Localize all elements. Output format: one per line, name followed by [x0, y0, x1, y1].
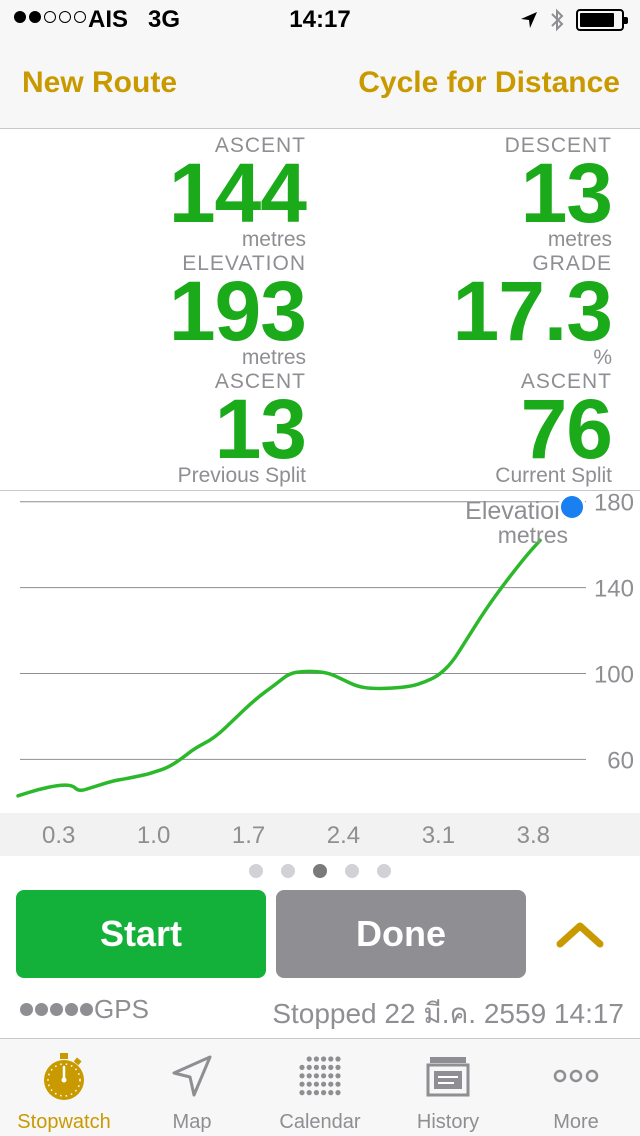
tab-label: More	[553, 1111, 599, 1133]
stat-label: GRADE	[532, 252, 612, 275]
current-split-ascent-stat[interactable]: ASCENT 76 Current Split	[312, 370, 613, 488]
stat-value: 144	[168, 146, 307, 240]
stat-label: ASCENT	[214, 370, 306, 393]
carrier-name: AIS	[88, 6, 129, 33]
stat-unit: Previous Split	[177, 464, 306, 487]
gps-status-row: GPS Stopped 22 มี.ค. 2559 14:17	[0, 990, 640, 1030]
start-button[interactable]: Start	[16, 890, 266, 978]
tab-label: Map	[172, 1111, 212, 1133]
stopwatch-icon	[44, 1053, 84, 1100]
x-tick-label: 3.8	[517, 822, 550, 849]
location-arrow-icon	[521, 12, 537, 28]
page-dot[interactable]	[377, 864, 391, 878]
new-route-button[interactable]: New Route	[22, 66, 178, 99]
calendar-grid-icon	[299, 1056, 341, 1096]
tab-more[interactable]: More	[512, 1039, 640, 1136]
stat-unit: Current Split	[495, 464, 612, 487]
legend-series-name: Elevation	[465, 497, 568, 525]
chevron-up-icon[interactable]	[556, 914, 604, 954]
stat-label: ASCENT	[214, 134, 306, 157]
tab-stopwatch[interactable]: Stopwatch	[0, 1039, 128, 1136]
stat-unit: metres	[547, 228, 612, 251]
session-status: Stopped 22 มี.ค. 2559 14:17	[272, 998, 624, 1029]
stat-label: ELEVATION	[182, 252, 306, 275]
elevation-chart-svg: 180 140 100 60 0.3 1.0 1.7 2.4 3.1 3.8 Elevationme…	[0, 491, 640, 856]
y-tick-label: 100	[594, 661, 634, 688]
x-axis-band	[0, 813, 640, 856]
stat-value: 193	[168, 264, 307, 358]
legend-unit: metres	[498, 522, 568, 548]
tab-label: Stopwatch	[17, 1111, 111, 1133]
x-tick-label: 3.1	[422, 822, 455, 849]
stat-value: 13	[214, 382, 307, 476]
x-tick-label: 0.3	[42, 822, 75, 849]
position-marker[interactable]	[561, 496, 583, 518]
elevation-chart[interactable]: 180 140 100 60 0.3 1.0 1.7 2.4 3.1 3.8 Elevation me…	[0, 490, 640, 856]
page-indicator[interactable]	[0, 864, 640, 880]
stat-value: 76	[520, 382, 613, 476]
y-tick-label: 60	[607, 747, 634, 774]
elevation-stat[interactable]: ELEVATION 193 metres	[6, 252, 307, 370]
status-bar: AIS 3G 14:17	[0, 0, 640, 40]
page-dot[interactable]	[313, 864, 327, 878]
descent-stat[interactable]: DESCENT 13 metres	[312, 134, 613, 252]
done-button[interactable]: Done	[276, 890, 526, 978]
tab-history[interactable]: History	[384, 1039, 512, 1136]
previous-split-ascent-stat[interactable]: ASCENT 13 Previous Split	[6, 370, 307, 488]
history-icon	[426, 1057, 470, 1097]
tab-label: Calendar	[279, 1111, 361, 1133]
ascent-stat[interactable]: ASCENT 144 metres	[6, 134, 307, 252]
status-time: 14:17	[289, 6, 351, 33]
stat-unit: metres	[241, 228, 306, 251]
stat-unit: %	[593, 346, 612, 369]
gps-label: GPS	[94, 994, 149, 1024]
stat-label: ASCENT	[520, 370, 612, 393]
network-type: 3G	[148, 6, 181, 33]
more-icon	[553, 1069, 599, 1083]
stat-value: 17.3	[452, 264, 614, 358]
x-tick-label: 2.4	[327, 822, 360, 849]
signal-strength-icon	[14, 11, 86, 23]
page-dot[interactable]	[249, 864, 263, 878]
y-tick-label: 140	[594, 576, 634, 603]
stat-label: DESCENT	[504, 134, 612, 157]
stat-value: 13	[520, 146, 613, 240]
tab-bar: Stopwatch Map Calendar History More	[0, 1038, 640, 1136]
page-dot[interactable]	[281, 864, 295, 878]
gps-signal-icon	[20, 1003, 93, 1016]
page-dot[interactable]	[345, 864, 359, 878]
stat-unit: metres	[241, 346, 306, 369]
tab-calendar[interactable]: Calendar	[256, 1039, 384, 1136]
activity-type-button[interactable]: Cycle for Distance	[358, 66, 620, 99]
elevation-line	[16, 538, 542, 798]
x-tick-label: 1.7	[232, 822, 265, 849]
stats-panel: ASCENT 144 metres DESCENT 13 metres ELEV…	[0, 130, 640, 490]
grade-stat[interactable]: GRADE 17.3 %	[312, 252, 614, 370]
nav-bar: New Route Cycle for Distance	[0, 40, 640, 129]
battery-icon	[576, 9, 628, 31]
x-tick-label: 1.0	[137, 822, 170, 849]
bluetooth-icon	[551, 8, 564, 32]
tab-label: History	[416, 1111, 480, 1133]
map-arrow-icon	[172, 1055, 212, 1097]
y-tick-label: 180	[594, 491, 634, 517]
tab-map[interactable]: Map	[128, 1039, 256, 1136]
